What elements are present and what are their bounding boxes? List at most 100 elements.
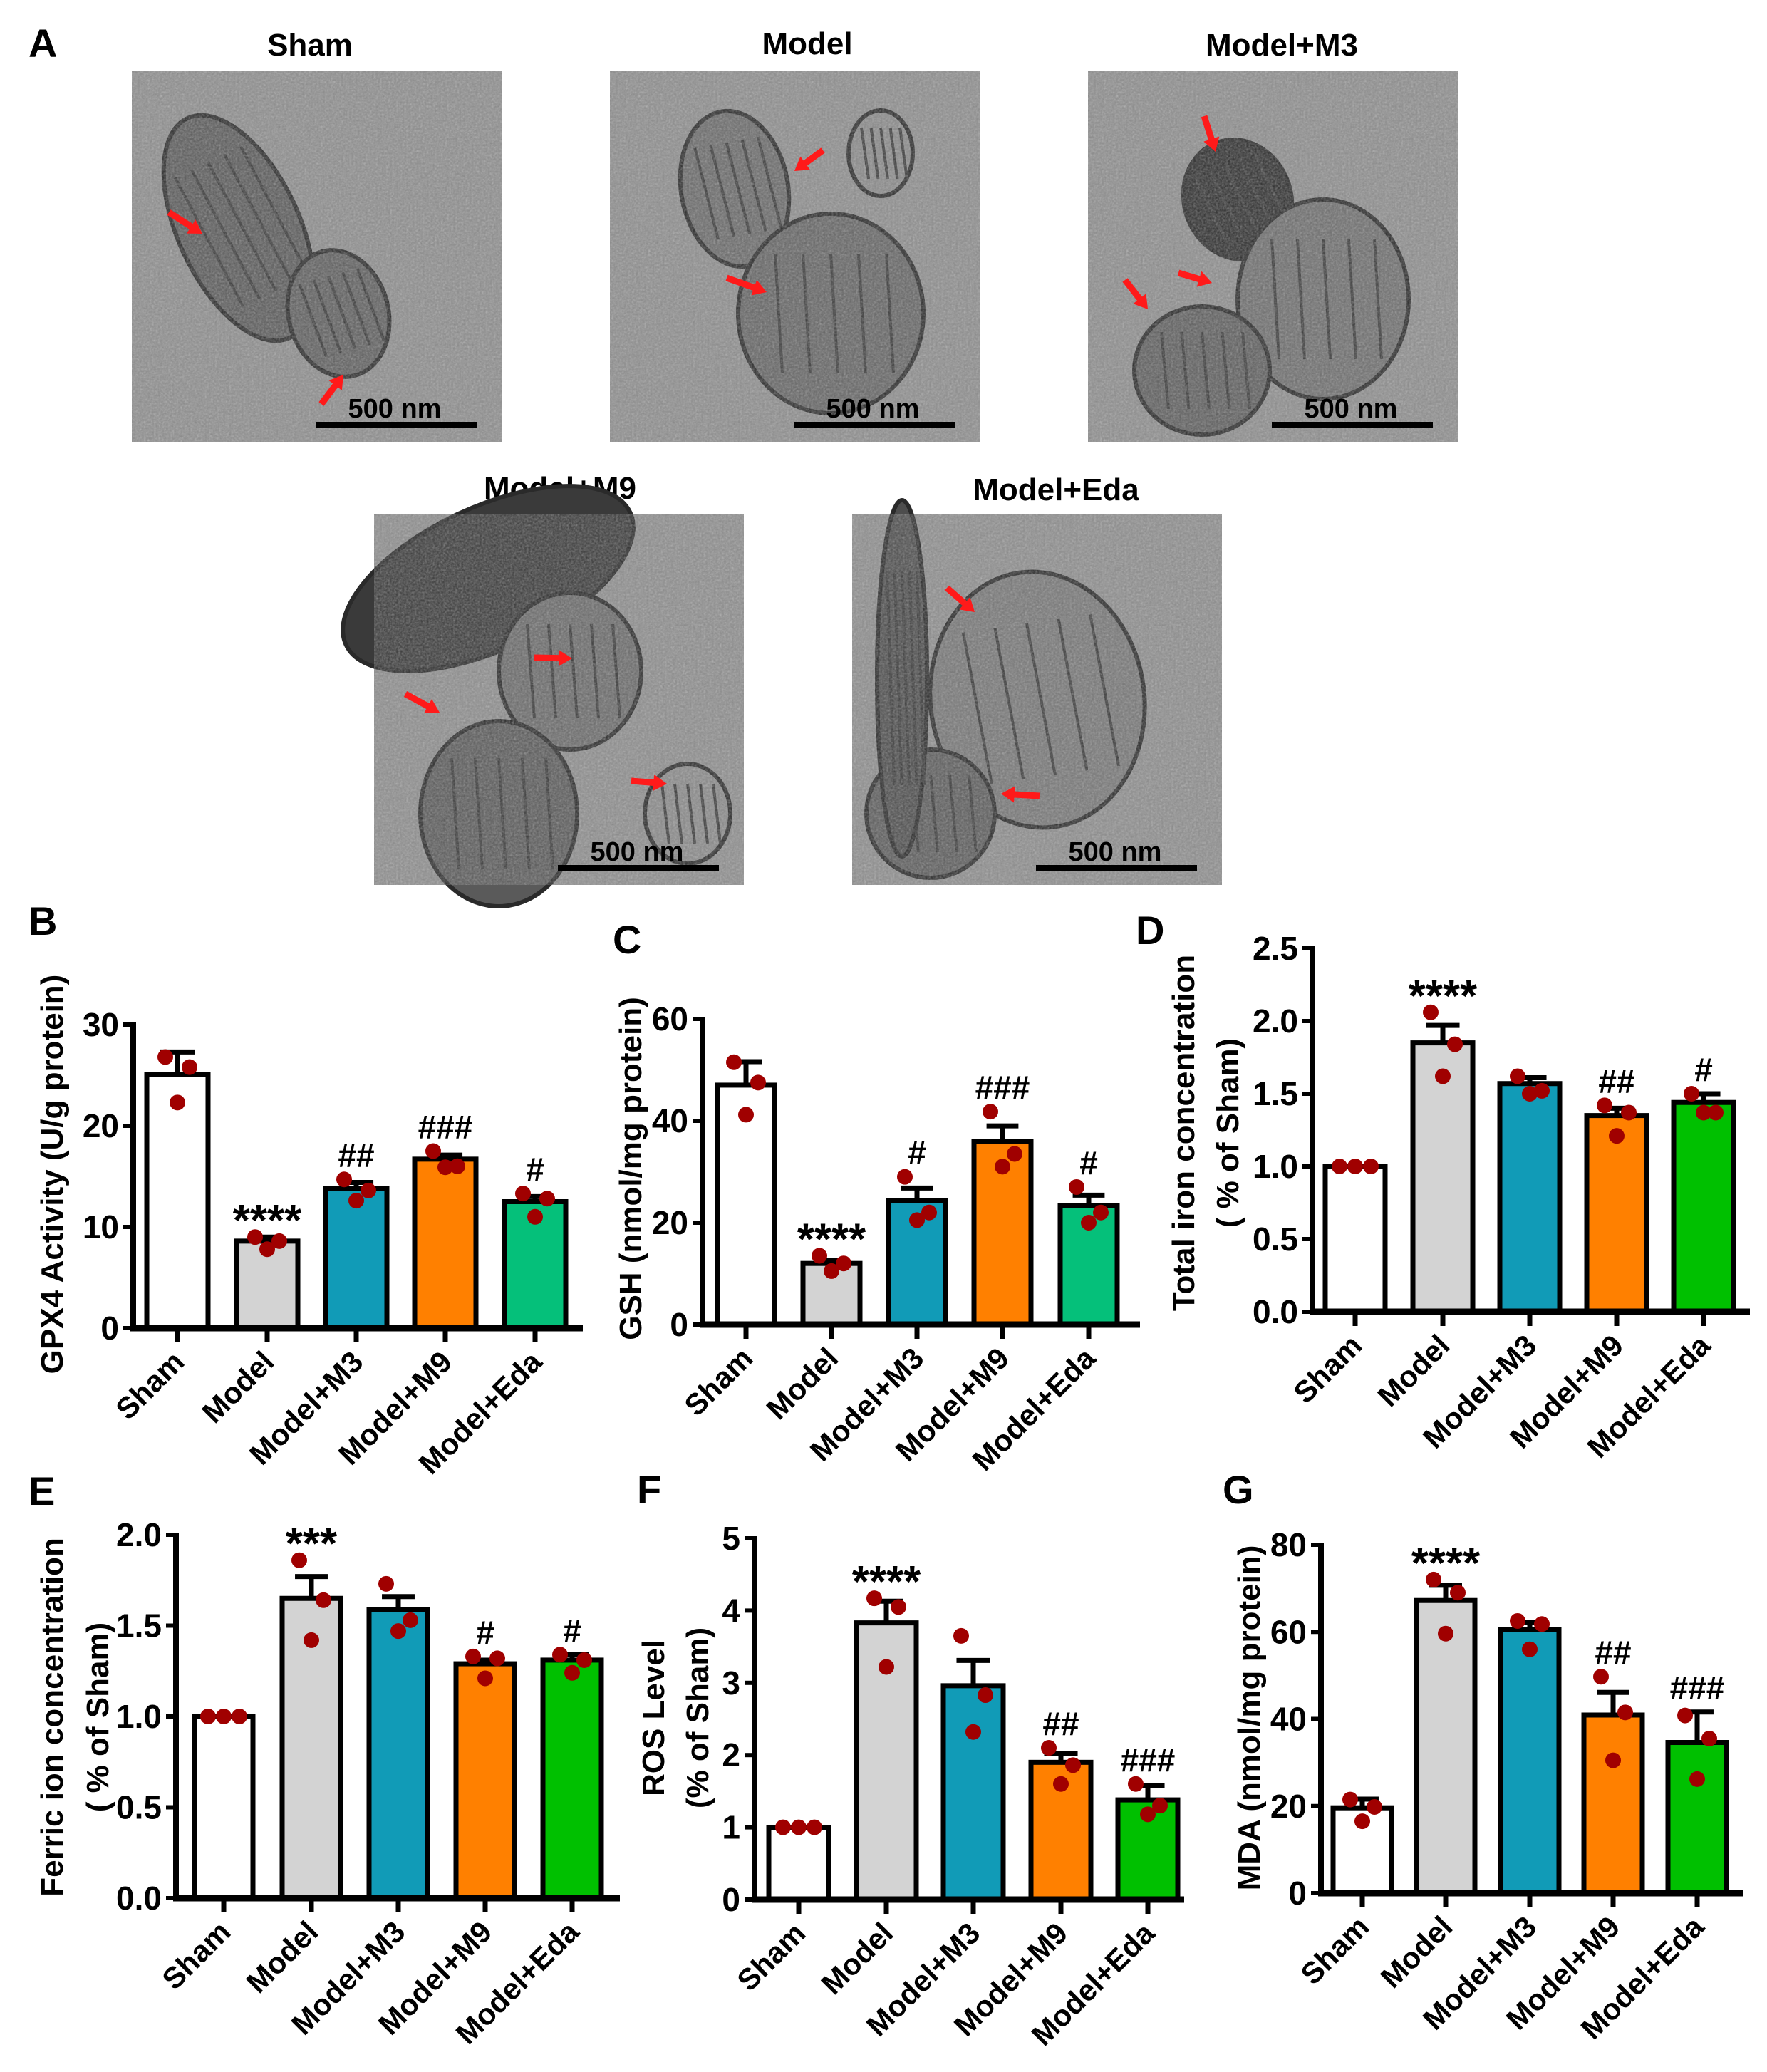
arrow-head: [794, 156, 810, 171]
significance-marker: ##: [338, 1136, 374, 1174]
y-tick-label: 0: [100, 1310, 119, 1347]
data-point: [1069, 1179, 1084, 1195]
y-tick-label: 2: [722, 1736, 740, 1773]
data-point: [157, 1049, 173, 1065]
data-point: [812, 1248, 827, 1264]
y-axis-title: GSH (nmol/mg protein): [613, 997, 648, 1340]
significance-marker: ###: [418, 1109, 473, 1146]
data-point: [1140, 1806, 1156, 1823]
bar-model-eda: [1671, 1099, 1736, 1315]
data-point: [1438, 1625, 1454, 1642]
data-point: [891, 1599, 906, 1615]
data-point: [1065, 1757, 1081, 1773]
significance-marker: ****: [1411, 1539, 1481, 1588]
micrograph-4: Model+M9500 nm: [341, 471, 744, 908]
data-point: [450, 1158, 465, 1174]
arrow-head: [1001, 786, 1015, 803]
micrograph-texture: [852, 514, 1222, 885]
y-axis-title: ( % of Sham): [81, 1622, 115, 1812]
x-tick-label: Model: [195, 1345, 280, 1429]
significance-marker: ###: [1121, 1741, 1176, 1778]
y-tick-label: 3: [722, 1664, 740, 1701]
bar-model-m9: [1584, 1113, 1649, 1315]
bar-model-m3: [1498, 1627, 1562, 1896]
arrow-head: [959, 597, 975, 612]
x-tick-label: Model: [760, 1341, 844, 1426]
micrograph-texture: [610, 71, 980, 442]
data-point: [403, 1612, 418, 1628]
red-arrow-icon: [945, 585, 975, 612]
data-point: [1534, 1082, 1550, 1099]
bar-model-eda: [1665, 1740, 1729, 1896]
chart-e: E Ferric ion concentration ( % of Sham) Sha…: [28, 1468, 620, 2051]
y-axis-title: ( % of Sham): [1211, 1038, 1245, 1228]
chart-panels: B GPX4 Activity (U/g protein) Sham **** Mode…: [28, 898, 1750, 2052]
arrow-head: [1196, 271, 1212, 287]
data-point: [995, 1159, 1010, 1175]
data-point: [1522, 1086, 1538, 1102]
data-point: [477, 1670, 493, 1687]
red-arrow-icon: [403, 691, 440, 714]
panel-label: C: [613, 917, 641, 962]
data-point: [1152, 1798, 1168, 1814]
data-point: [200, 1709, 216, 1724]
significance-marker: ****: [233, 1196, 302, 1245]
data-point: [1534, 1616, 1550, 1632]
micrograph-image: 500 nm: [610, 71, 980, 442]
significance-marker: ##: [1042, 1705, 1079, 1742]
significance-marker: #: [1694, 1051, 1713, 1088]
arrow-head: [559, 650, 572, 667]
significance-marker: ****: [1409, 972, 1478, 1021]
micrograph-title: Model+Eda: [973, 472, 1139, 507]
scale-bar-label: 500 nm: [1305, 394, 1398, 424]
data-point: [879, 1659, 894, 1675]
data-point: [1435, 1068, 1451, 1084]
data-point: [1701, 1731, 1717, 1747]
data-point: [576, 1652, 592, 1668]
bar-model: [800, 1260, 863, 1327]
data-point: [1041, 1740, 1057, 1756]
arrow-shaft: [167, 209, 197, 232]
data-point: [378, 1575, 394, 1592]
data-point: [1128, 1776, 1144, 1792]
data-point: [564, 1664, 580, 1681]
red-arrow-icon: [1177, 269, 1212, 287]
data-point: [515, 1186, 531, 1202]
micrograph-3: Model+M3 500 nm: [1088, 28, 1458, 442]
data-point: [1593, 1669, 1609, 1685]
y-tick-label: 0.5: [1253, 1221, 1298, 1258]
data-point: [1522, 1641, 1538, 1657]
data-point: [750, 1074, 766, 1091]
data-point: [271, 1233, 287, 1249]
data-point: [1426, 1571, 1441, 1587]
x-tick-label: Sham: [678, 1341, 759, 1422]
red-arrow-icon: [1201, 115, 1220, 152]
red-arrow-icon: [534, 650, 572, 667]
data-point: [1342, 1791, 1358, 1808]
micrograph-texture: [132, 71, 502, 442]
significance-marker: #: [526, 1151, 544, 1188]
data-point: [489, 1650, 505, 1667]
data-point: [552, 1647, 568, 1663]
x-tick-label: Sham: [1287, 1328, 1368, 1409]
y-tick-label: 2.0: [116, 1516, 162, 1553]
bar-sham: [144, 1072, 211, 1331]
data-point: [738, 1107, 754, 1123]
y-tick-label: 20: [83, 1107, 119, 1144]
micrograph-texture: [1088, 71, 1458, 442]
data-point: [866, 1590, 882, 1607]
data-point: [1510, 1068, 1525, 1084]
micrograph-image: 500 nm: [1088, 71, 1458, 442]
y-tick-label: 0: [722, 1881, 740, 1918]
bar-sham: [192, 1714, 256, 1901]
data-point: [216, 1709, 232, 1724]
micrograph-title: Model: [762, 26, 852, 61]
chart-b: B GPX4 Activity (U/g protein) Sham **** Mode…: [28, 898, 583, 1481]
significance-marker: ***: [286, 1520, 338, 1569]
y-axis-title: Ferric ion concentration: [35, 1538, 70, 1897]
data-point: [1354, 1813, 1370, 1830]
micrograph-1: Sham 500 nm: [132, 28, 502, 442]
